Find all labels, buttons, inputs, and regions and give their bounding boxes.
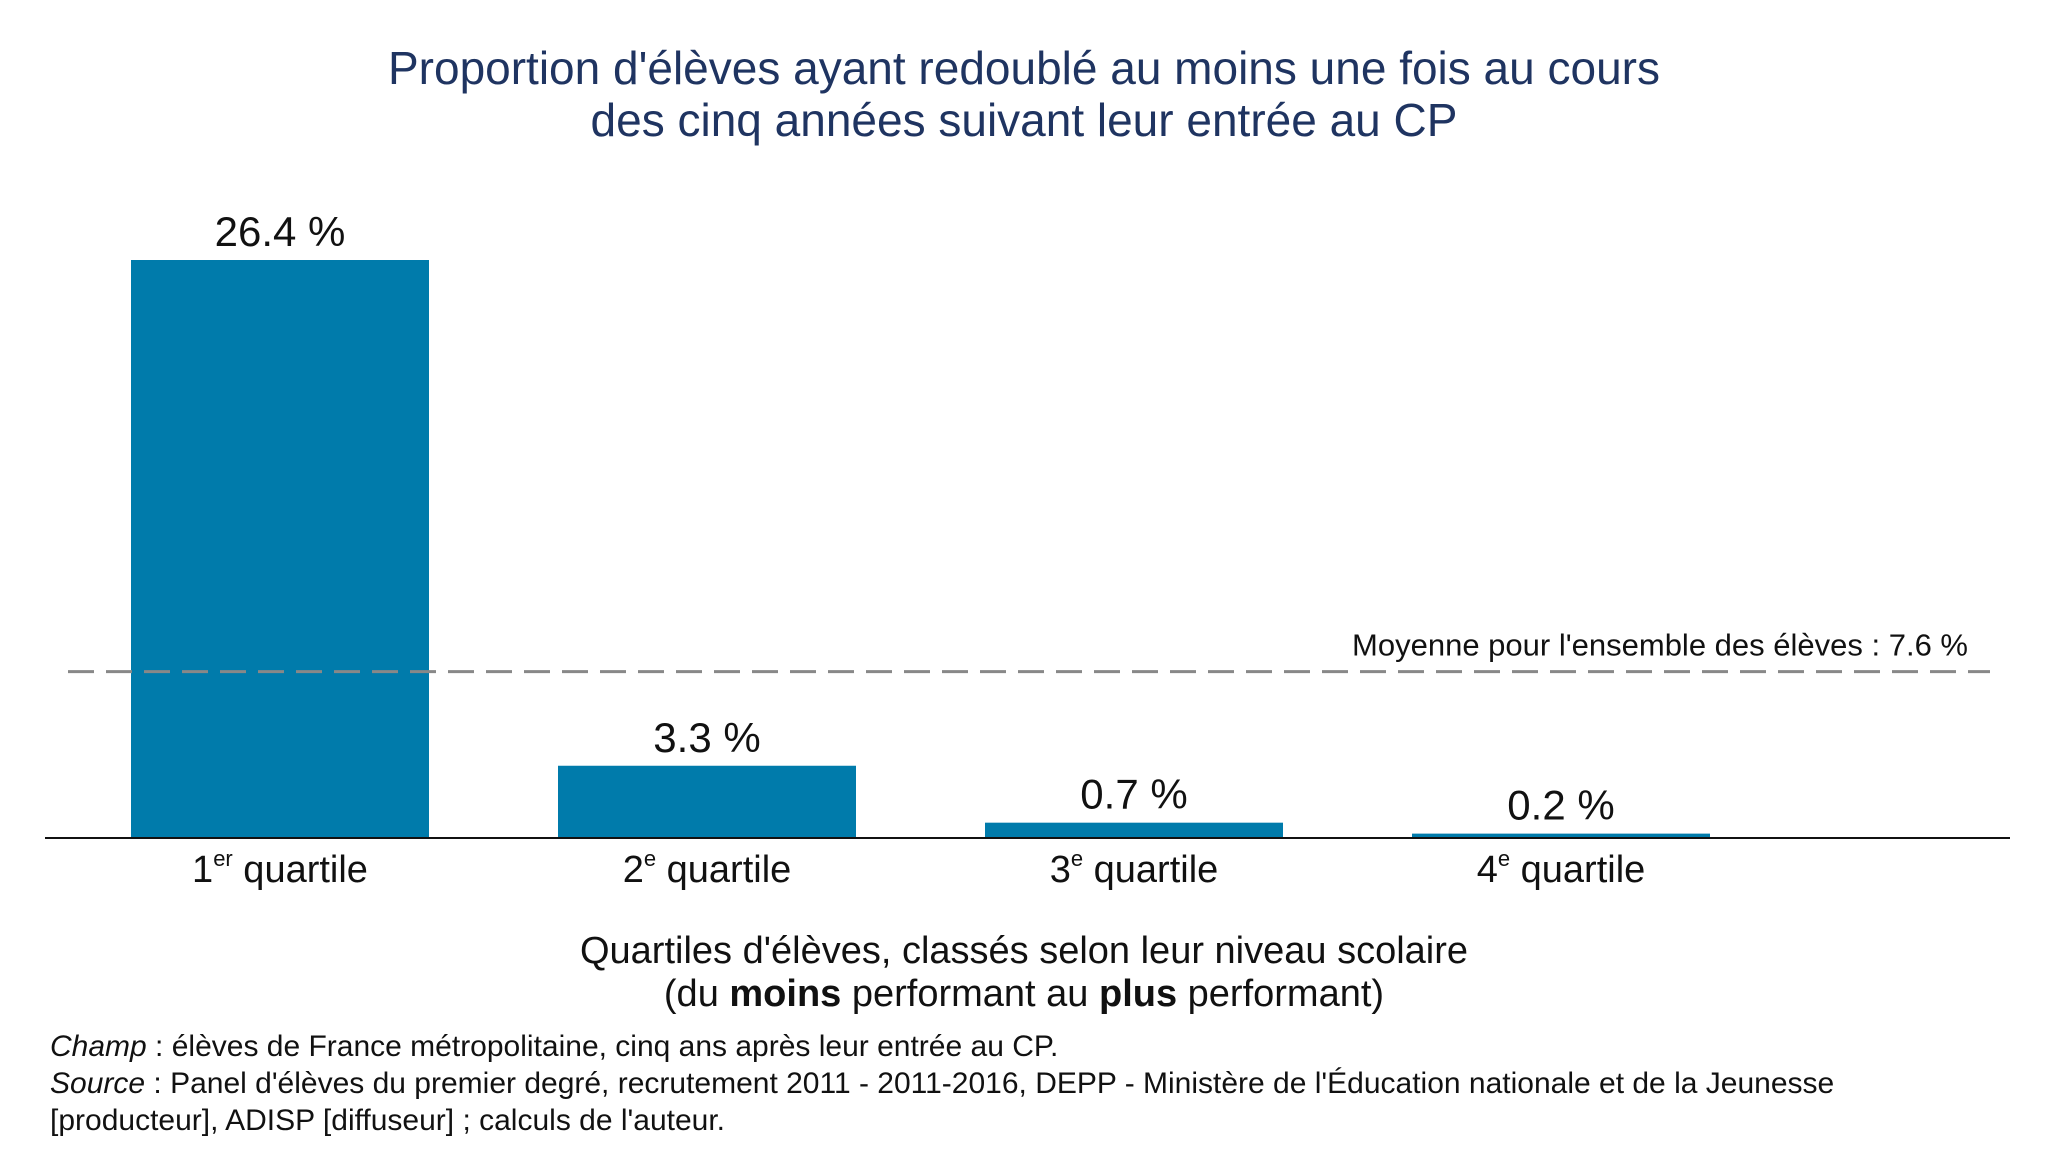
source-label: Source [50, 1067, 146, 1100]
source-note-continued: [producteur], ADISP [diffuseur] ; calcul… [50, 1102, 725, 1139]
source-text: : Panel d'élèves du premier degré, recru… [145, 1067, 1835, 1100]
champ-note: Champ : élèves de France métropolitaine,… [50, 1028, 1058, 1065]
x-axis-label-part-3: performant au [841, 973, 1099, 1015]
value-label-4: 0.2 % [1507, 782, 1614, 829]
chart-title-line-1: Proportion d'élèves ayant redoublé au mo… [388, 42, 1660, 94]
champ-label: Champ [50, 1030, 147, 1063]
category-labels-group: 1er quartile 2e quartile 3e quartile 4e qua… [192, 846, 1645, 891]
x-axis-label-part-1: (du [664, 973, 729, 1015]
bars-group [131, 260, 1710, 838]
average-reference-label: Moyenne pour l'ensemble des élèves : 7.6… [1352, 628, 1968, 663]
chart-title-line-2: des cinq années suivant leur entrée au C… [591, 94, 1458, 146]
x-axis-label-part-5: performant) [1177, 973, 1384, 1015]
category-label-4: 4e quartile [1477, 846, 1646, 891]
category-label-3: 3e quartile [1050, 846, 1219, 891]
source-note: Source : Panel d'élèves du premier degré… [50, 1065, 1834, 1102]
value-labels-group: 26.4 % 3.3 % 0.7 % 0.2 % [215, 208, 1615, 829]
value-label-2: 3.3 % [653, 714, 760, 761]
value-label-1: 26.4 % [215, 208, 346, 255]
bar-2 [558, 765, 856, 838]
bar-4 [1412, 833, 1710, 838]
source-text-continued: [producteur], ADISP [diffuseur] ; calcul… [50, 1104, 725, 1137]
bar-1 [131, 260, 429, 838]
x-axis-label-line-2: (du moins performant au plus performant) [664, 973, 1384, 1015]
value-label-3: 0.7 % [1080, 771, 1187, 818]
category-label-2: 2e quartile [623, 846, 792, 891]
x-axis-label-line-1: Quartiles d'élèves, classés selon leur n… [580, 930, 1468, 972]
category-label-1: 1er quartile [192, 846, 368, 891]
bar-3 [985, 822, 1283, 838]
champ-text: : élèves de France métropolitaine, cinq … [146, 1030, 1059, 1063]
x-axis-label-part-4: plus [1099, 973, 1177, 1015]
x-axis-label-part-2: moins [729, 973, 841, 1015]
